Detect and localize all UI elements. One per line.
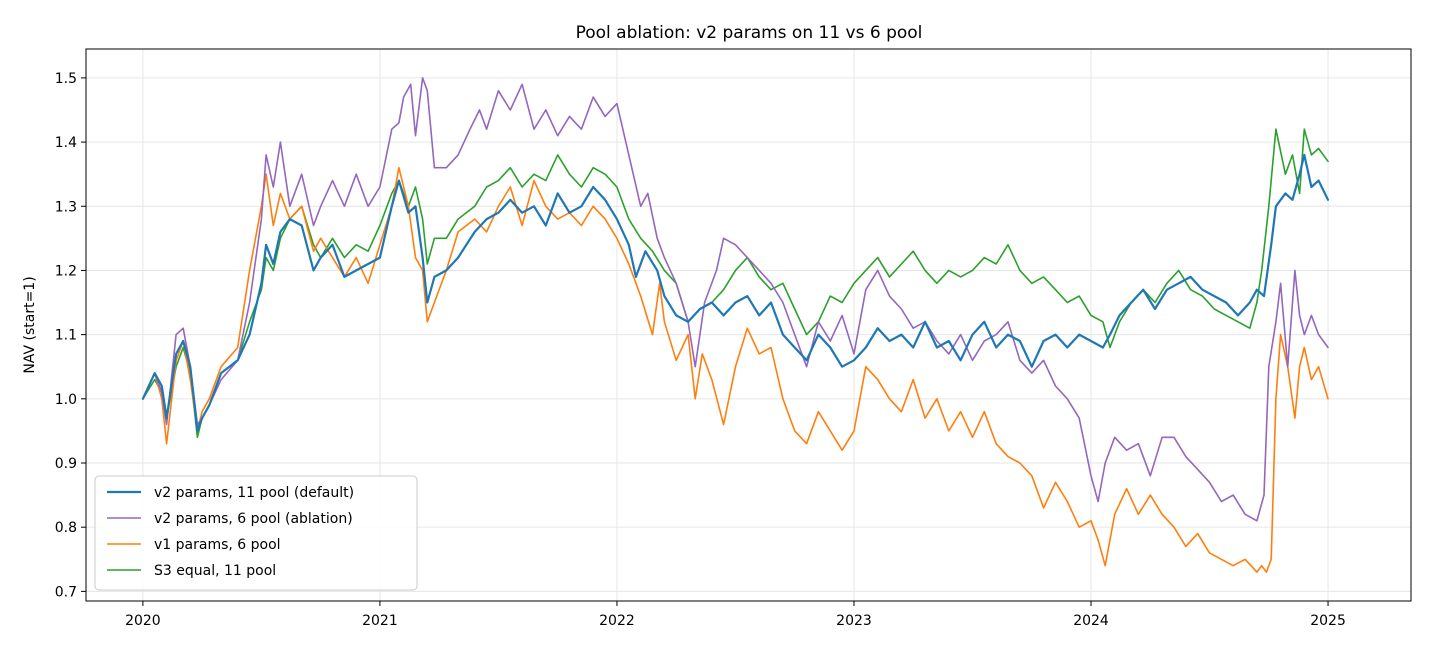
series-layer (141, 77, 1330, 573)
y-tick-label: 1.3 (55, 199, 77, 215)
y-tick-label: 1.5 (55, 71, 77, 87)
series-line-2 (142, 166, 1329, 573)
legend-label-1: v2 params, 6 pool (ablation) (154, 511, 353, 527)
x-axis: 2020 2021 2022 2023 2024 2025 (125, 601, 1346, 629)
legend-label-3: S3 equal, 11 pool (154, 563, 276, 579)
x-tick-label: 2023 (836, 613, 872, 629)
y-tick-label: 1.1 (55, 328, 77, 344)
y-axis: 0.7 0.8 0.9 1.0 1.1 1.2 1.3 1.4 1.5 (55, 71, 86, 600)
series-line-3 (142, 128, 1329, 439)
y-tick-label: 0.9 (55, 456, 77, 472)
x-tick-label: 2025 (1310, 613, 1346, 629)
legend: v2 params, 11 pool (default) v2 params, 6… (94, 475, 418, 591)
y-tick-label: 1.4 (55, 135, 77, 151)
plot-frame (85, 48, 1412, 602)
legend-box (94, 475, 418, 591)
x-tick-label: 2024 (1073, 613, 1109, 629)
y-tick-label: 1.0 (55, 392, 77, 408)
series-line-0 (141, 153, 1330, 432)
x-tick-label: 2022 (599, 613, 635, 629)
legend-label-2: v1 params, 6 pool (154, 537, 281, 553)
x-tick-label: 2021 (362, 613, 398, 629)
y-axis-label: NAV (start=1) (22, 276, 38, 373)
y-tick-label: 0.8 (55, 520, 77, 536)
x-tick-label: 2020 (125, 613, 161, 629)
y-tick-label: 1.2 (55, 263, 77, 279)
chart-title: Pool ablation: v2 params on 11 vs 6 pool (576, 23, 923, 43)
series-line-1 (142, 77, 1329, 522)
legend-label-0: v2 params, 11 pool (default) (154, 485, 354, 501)
y-tick-label: 0.7 (55, 584, 77, 600)
